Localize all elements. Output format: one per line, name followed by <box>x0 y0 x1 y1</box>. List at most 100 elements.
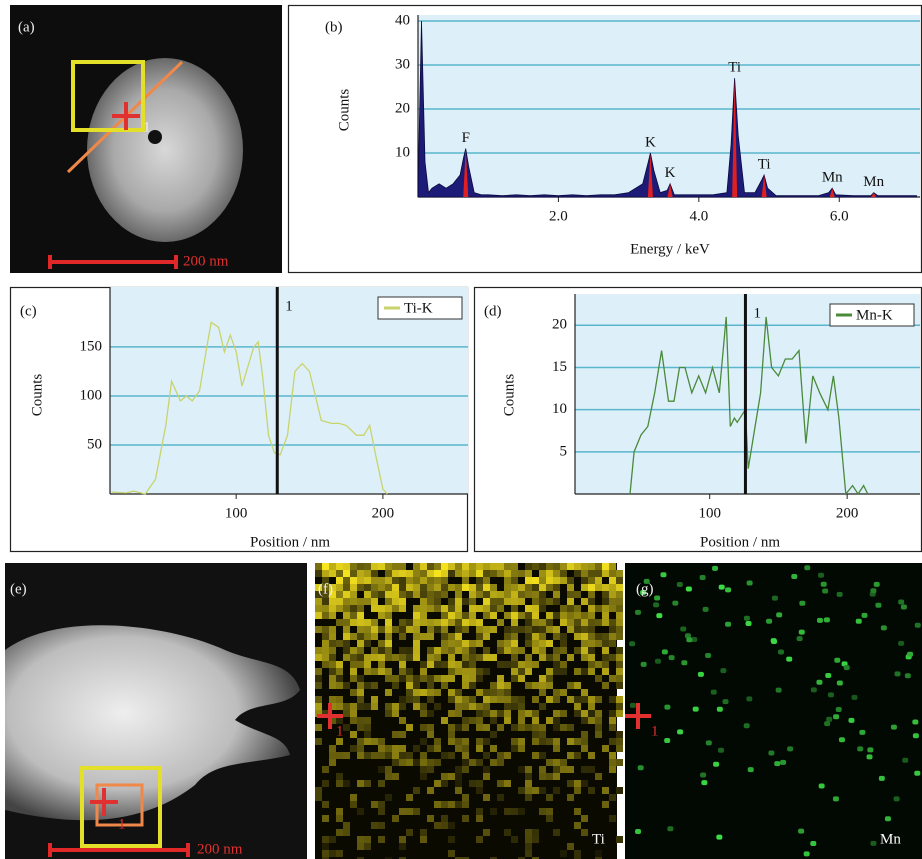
ti-pixel <box>455 696 462 703</box>
ti-pixel <box>364 654 371 661</box>
ti-pixel <box>595 584 602 591</box>
mn-pixel <box>641 662 647 667</box>
ti-pixel <box>595 570 602 577</box>
mn-pixel <box>680 627 686 632</box>
ti-pixel <box>427 815 434 822</box>
ti-pixel <box>588 640 595 647</box>
y-tick-label: 10 <box>552 401 567 417</box>
ti-pixel <box>322 640 329 647</box>
ti-pixel <box>413 787 420 794</box>
ti-pixel <box>553 696 560 703</box>
panel-label: (b) <box>325 19 343 35</box>
ti-pixel <box>595 633 602 640</box>
ti-pixel <box>525 619 532 626</box>
ti-pixel <box>574 850 581 857</box>
mn-pixel <box>859 730 865 735</box>
ti-pixel <box>399 591 406 598</box>
y-tick-label: 50 <box>87 436 102 452</box>
ti-pixel <box>399 619 406 626</box>
ti-pixel <box>476 836 483 843</box>
ti-pixel <box>609 640 616 647</box>
ti-pixel <box>371 570 378 577</box>
ti-pixel <box>427 731 434 738</box>
ti-pixel <box>567 654 574 661</box>
ti-pixel <box>371 668 378 675</box>
mn-pixel <box>686 587 692 592</box>
ti-pixel <box>546 759 553 766</box>
ti-pixel <box>448 724 455 731</box>
peak-label: Mn <box>863 174 884 190</box>
ti-pixel <box>392 752 399 759</box>
ti-pixel <box>357 647 364 654</box>
ti-pixel <box>511 570 518 577</box>
ti-pixel <box>315 598 322 605</box>
ti-pixel <box>448 654 455 661</box>
ti-pixel <box>462 738 469 745</box>
ti-pixel <box>413 612 420 619</box>
ti-pixel <box>385 703 392 710</box>
ti-pixel <box>406 808 413 815</box>
ti-pixel <box>385 766 392 773</box>
mn-pixel <box>723 699 729 704</box>
ti-pixel <box>427 633 434 640</box>
ti-pixel <box>413 640 420 647</box>
ti-pixel <box>420 675 427 682</box>
ti-pixel <box>490 717 497 724</box>
ti-pixel <box>469 703 476 710</box>
ti-pixel <box>364 668 371 675</box>
ti-pixel <box>364 570 371 577</box>
ti-pixel <box>343 822 350 829</box>
ti-pixel <box>539 591 546 598</box>
ti-pixel <box>350 668 357 675</box>
mn-pixel <box>660 572 666 577</box>
ti-pixel <box>525 724 532 731</box>
ti-pixel <box>504 577 511 584</box>
ti-pixel <box>581 668 588 675</box>
ti-pixel <box>413 633 420 640</box>
ti-pixel <box>364 577 371 584</box>
panel-label: (c) <box>20 303 37 319</box>
ti-pixel <box>434 780 441 787</box>
mn-pixel <box>630 703 636 708</box>
ti-pixel <box>336 829 343 836</box>
ti-pixel <box>413 605 420 612</box>
ti-pixel <box>595 710 602 717</box>
ti-pixel <box>448 738 455 745</box>
ti-pixel <box>616 668 623 675</box>
ti-pixel <box>609 815 616 822</box>
ti-pixel <box>357 843 364 850</box>
ti-pixel <box>532 731 539 738</box>
mn-pixel <box>716 835 722 840</box>
ti-pixel <box>371 752 378 759</box>
ti-pixel <box>490 584 497 591</box>
ti-pixel <box>462 640 469 647</box>
ti-pixel <box>357 689 364 696</box>
mn-pixel <box>804 565 810 570</box>
ti-pixel <box>336 703 343 710</box>
mn-pixel <box>848 718 854 723</box>
ti-pixel <box>609 738 616 745</box>
ti-pixel <box>560 647 567 654</box>
ti-pixel <box>434 619 441 626</box>
ti-pixel <box>532 563 539 570</box>
ti-pixel <box>483 829 490 836</box>
ti-pixel <box>504 780 511 787</box>
ti-pixel <box>469 598 476 605</box>
ti-pixel <box>448 633 455 640</box>
ti-pixel <box>504 689 511 696</box>
mn-pixel <box>912 719 918 724</box>
mn-pixel <box>867 747 873 752</box>
ti-pixel <box>602 584 609 591</box>
ti-pixel <box>581 577 588 584</box>
ti-pixel <box>616 696 623 703</box>
ti-pixel <box>574 668 581 675</box>
x-axis-label: Energy / keV <box>630 241 710 257</box>
ti-pixel <box>581 745 588 752</box>
ti-pixel <box>420 724 427 731</box>
ti-pixel <box>483 570 490 577</box>
ti-pixel <box>490 591 497 598</box>
ti-pixel <box>336 780 343 787</box>
ti-pixel <box>336 752 343 759</box>
ti-pixel <box>315 703 322 710</box>
ti-pixel <box>406 570 413 577</box>
